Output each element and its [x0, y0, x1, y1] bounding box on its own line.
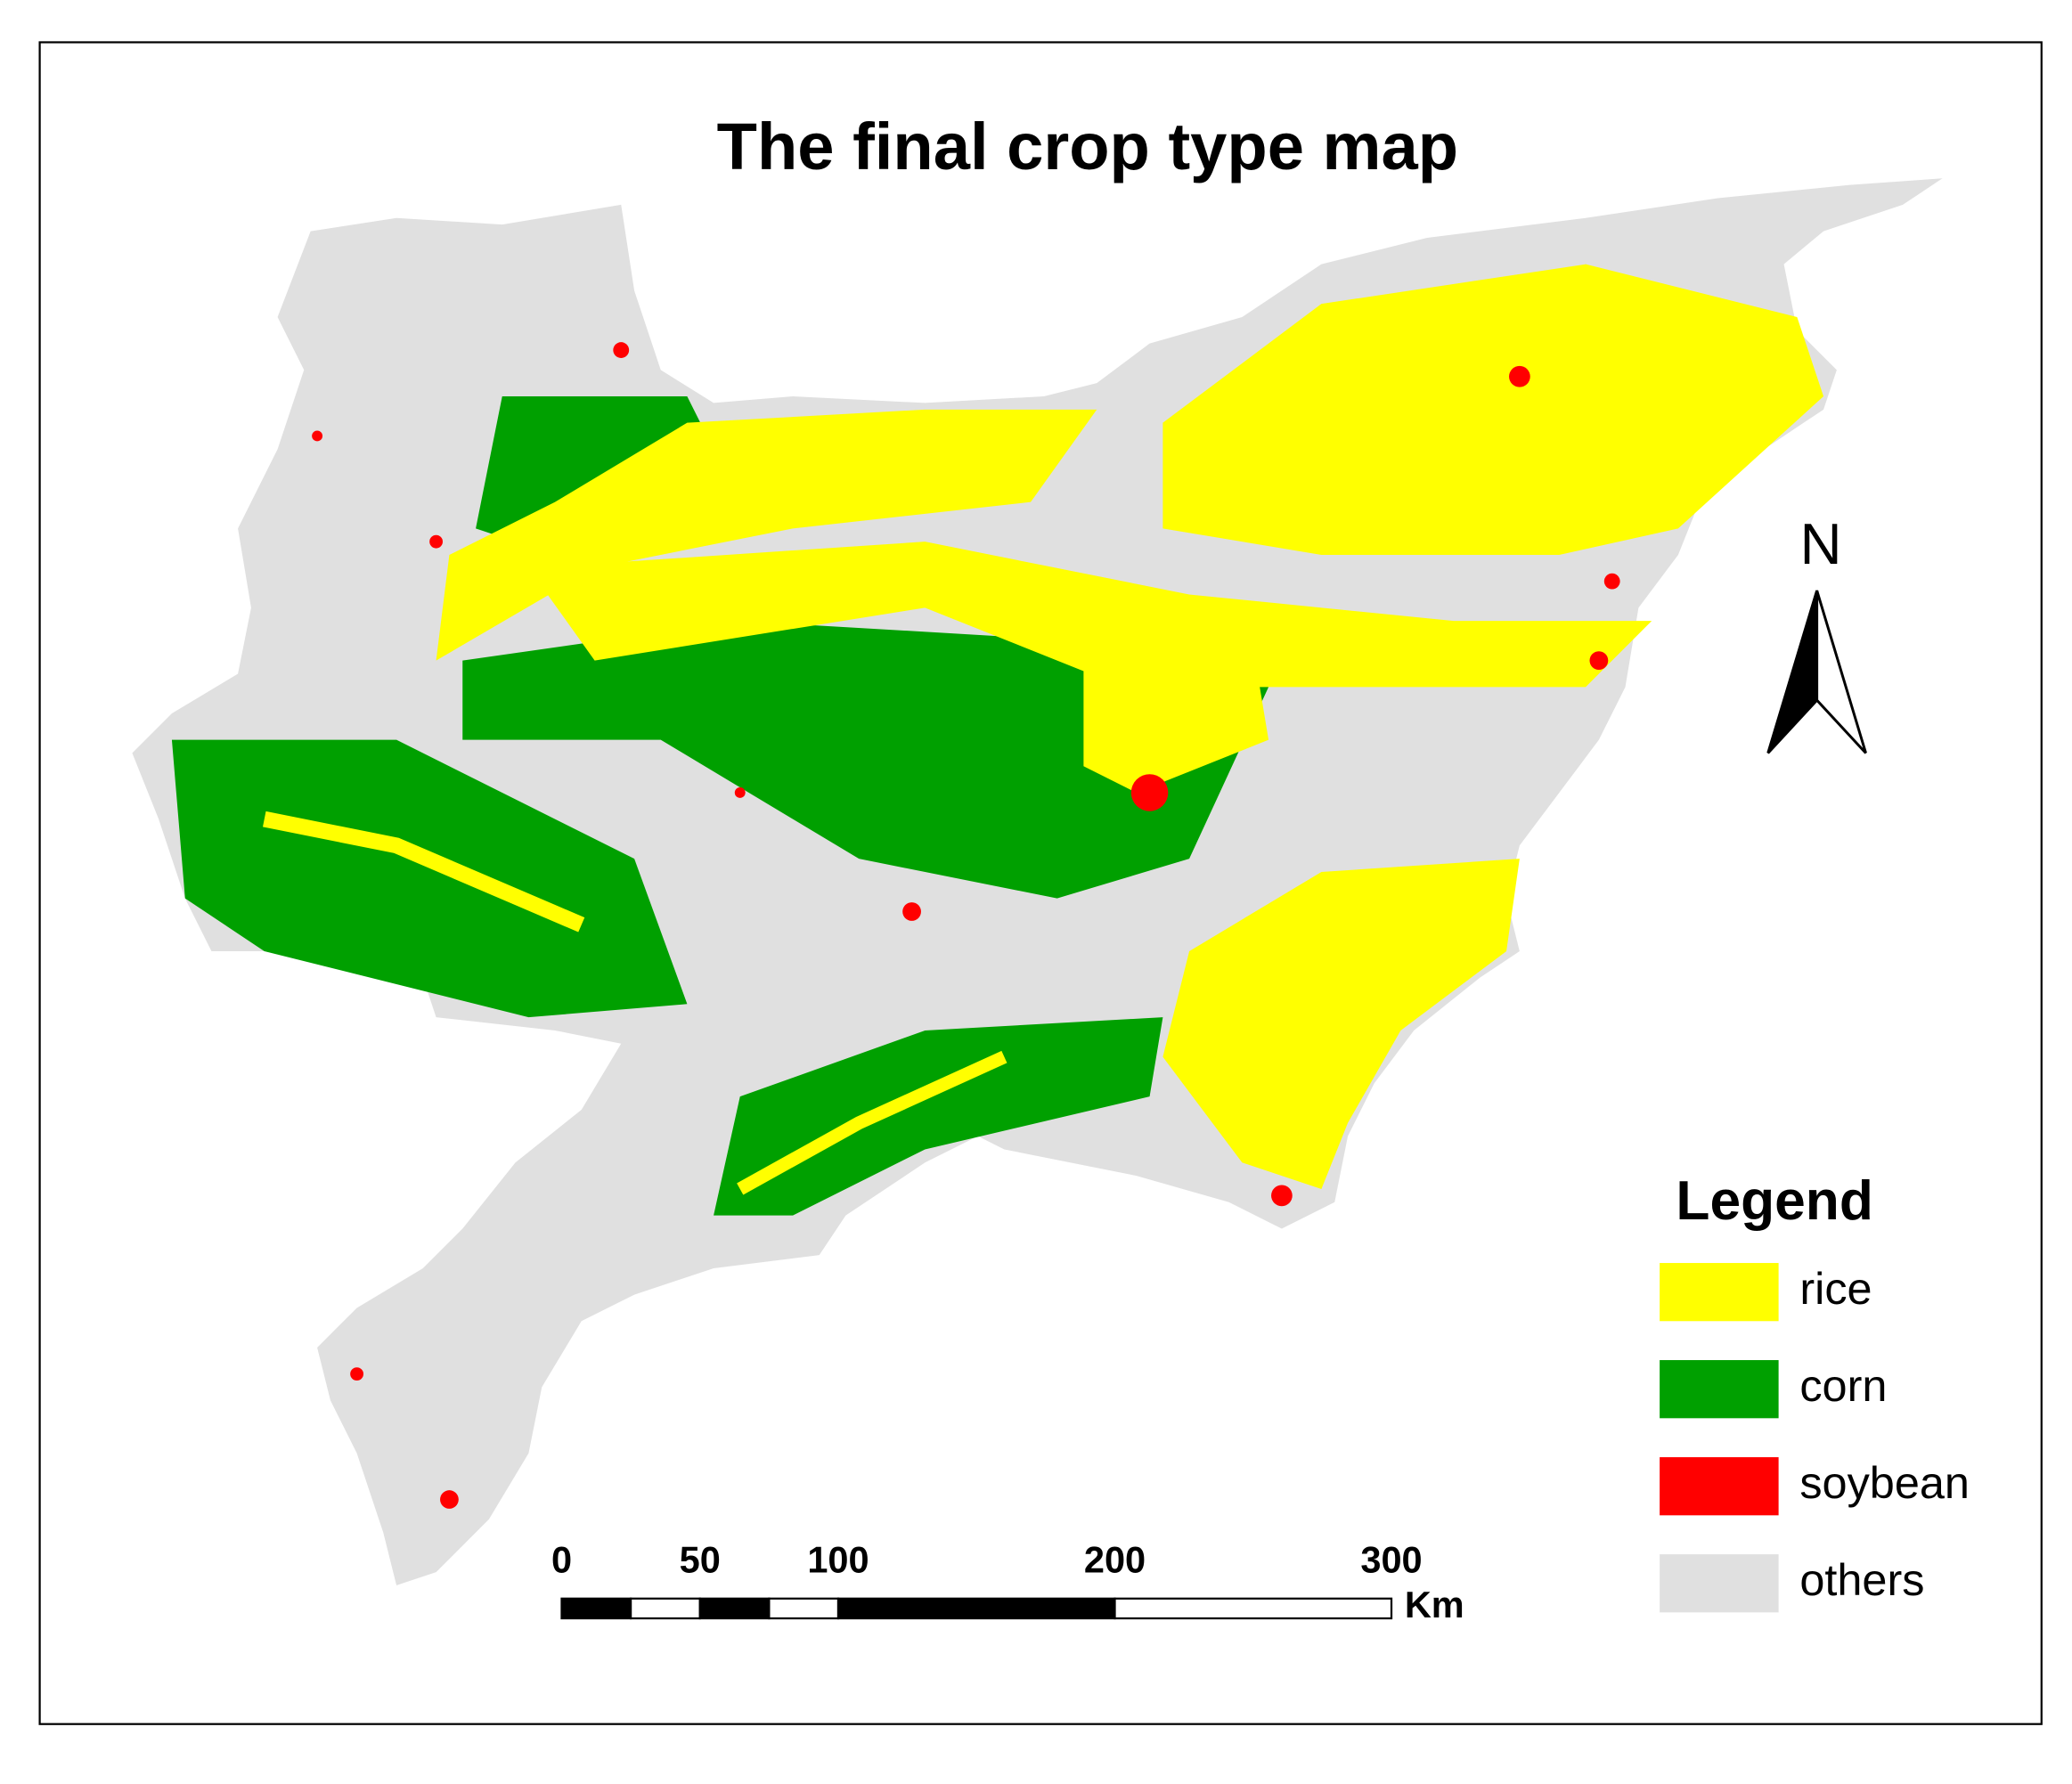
legend-label: others — [1799, 1554, 1924, 1605]
scale-tick-label: 100 — [807, 1539, 869, 1581]
north-label: N — [1800, 511, 1842, 576]
region-map — [132, 178, 1943, 1585]
rice-area — [436, 409, 1097, 661]
corn-area — [462, 621, 1269, 899]
rice-area — [1162, 264, 1824, 555]
scale-tick-label: 200 — [1084, 1539, 1146, 1581]
scale-segment — [768, 1597, 840, 1620]
rice-area — [1083, 660, 1269, 793]
legend-swatch — [1660, 1457, 1779, 1516]
legend: Legend rice corn soybean others — [1660, 1170, 1970, 1613]
legend-swatch — [1660, 1263, 1779, 1322]
scale-segment — [1113, 1597, 1393, 1620]
scale-segment — [630, 1597, 701, 1620]
scale-unit: Km — [1405, 1584, 1464, 1625]
scale-tick-label: 50 — [680, 1539, 721, 1581]
scale-tick-label: 0 — [551, 1539, 572, 1581]
rice-strip — [263, 811, 585, 933]
legend-swatch — [1660, 1360, 1779, 1419]
map-title: The final crop type map — [717, 110, 1458, 183]
scale-segment — [560, 1597, 632, 1620]
corn-area — [714, 1017, 1163, 1216]
north-arrow-right — [1815, 590, 1867, 754]
scale-segment — [698, 1597, 771, 1620]
rice-strip — [737, 1050, 1007, 1195]
rice-area — [528, 542, 1652, 688]
legend-label: soybean — [1799, 1457, 1970, 1508]
soybean-patches — [312, 342, 1620, 1509]
legend-title: Legend — [1676, 1170, 1872, 1232]
scale-segment — [836, 1597, 1116, 1620]
rice-area — [1162, 859, 1520, 1189]
north-arrow: N — [1766, 511, 1867, 754]
scale-tick-label: 300 — [1360, 1539, 1422, 1581]
legend-swatch — [1660, 1554, 1779, 1613]
corn-area — [171, 739, 688, 1018]
legend-label: corn — [1799, 1360, 1887, 1411]
legend-label: rice — [1799, 1263, 1872, 1314]
